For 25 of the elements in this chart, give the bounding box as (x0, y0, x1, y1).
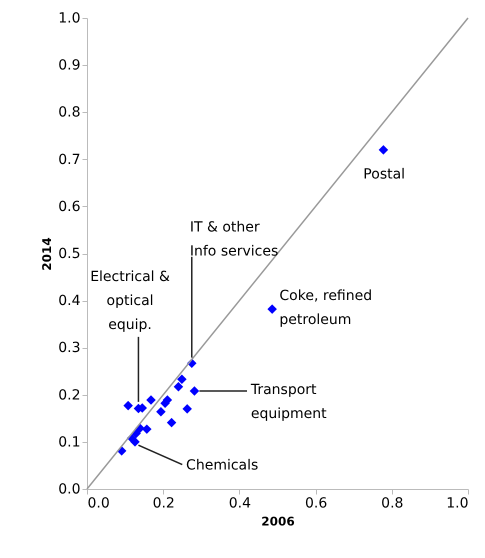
y-tick-label: 1.0 (58, 10, 80, 26)
annotation: Electrical & optical equip. (90, 269, 170, 334)
annotation: Chemicals (186, 457, 258, 474)
x-tick-label: 0.2 (152, 496, 175, 512)
annotation: Transport equipment (250, 382, 328, 422)
x-tick-label: 0.6 (304, 496, 328, 512)
x-tick-label: 1.0 (446, 496, 468, 512)
y-tick-label: 0.3 (58, 340, 80, 356)
y-tick-label: 0.6 (58, 198, 81, 215)
y-tick-label: 0.8 (58, 104, 80, 121)
y-tick-label: 0.7 (58, 152, 80, 168)
y-tick-label: 0.4 (58, 293, 81, 310)
x-tick-label: 0.4 (228, 496, 252, 512)
y-tick-label: 0.0 (58, 482, 80, 498)
annotation: Postal (363, 166, 406, 182)
x-axis-title: 2006 (261, 514, 295, 528)
annotation: IT & other Info services (190, 220, 278, 260)
y-tick-label: 0.2 (58, 387, 80, 404)
x-tick-label: 0.0 (88, 496, 110, 512)
y-axis-title: 2014 (40, 237, 54, 271)
y-tick-label: 0.9 (58, 58, 80, 74)
y-tick-label: 0.1 (58, 434, 80, 450)
y-tick-label: 0.5 (58, 246, 80, 262)
annotation: Coke, refined petroleum (279, 288, 372, 328)
x-tick-label: 0.8 (381, 496, 404, 512)
